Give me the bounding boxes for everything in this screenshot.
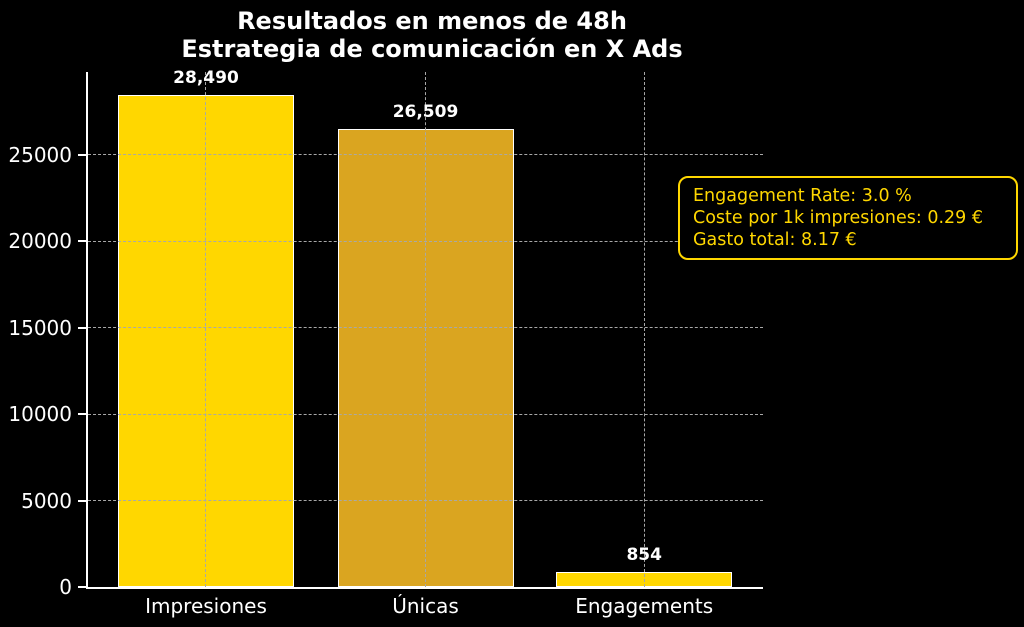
annotation-line-cost-per-1k: Coste por 1k impresiones: 0.29 € [693,208,984,228]
y-tick-mark-15000 [78,326,86,329]
x-tick-label-impresiones: Impresiones [145,594,267,618]
y-tick-label-0: 0 [59,575,72,599]
bar-value-label-impresiones: 28,490 [173,67,239,88]
x-tick-label-engagements: Engagements [575,594,714,618]
y-tick-mark-5000 [78,499,86,502]
y-tick-label-25000: 25000 [8,142,72,167]
gridline-x-unicas [425,72,426,587]
y-tick-mark-20000 [78,240,86,243]
chart-title-line1: Resultados en menos de 48h [237,7,627,35]
annotation-line-engagement-rate: Engagement Rate: 3.0 % [693,186,912,206]
y-tick-label-20000: 20000 [8,229,72,254]
x-tick-label-unicas: Únicas [392,594,459,618]
y-tick-label-5000: 5000 [21,488,72,513]
y-tick-label-15000: 15000 [8,315,72,340]
y-tick-mark-10000 [78,413,86,416]
chart-title-line2: Estrategia de comunicación en X Ads [181,35,683,63]
y-axis-spine [86,72,88,589]
annotation-line-total-spend: Gasto total: 8.17 € [693,230,857,250]
bar-value-label-engagements: 854 [626,545,662,566]
x-axis-spine [86,587,763,589]
y-tick-mark-25000 [78,153,86,156]
y-tick-label-10000: 10000 [8,402,72,427]
bar-value-label-unicas: 26,509 [392,101,459,122]
plot-area: 0 5000 10000 15000 20000 25000 28,490 Impresion… [8,68,763,618]
y-tick-mark-0 [78,586,86,588]
annotation-box: Engagement Rate: 3.0 % Coste por 1k impr… [678,176,1018,260]
chart-title: Resultados en menos de 48h Estrategia de… [20,7,844,63]
gridline-x-impresiones [205,72,207,587]
gridline-x-engagements [643,72,645,587]
